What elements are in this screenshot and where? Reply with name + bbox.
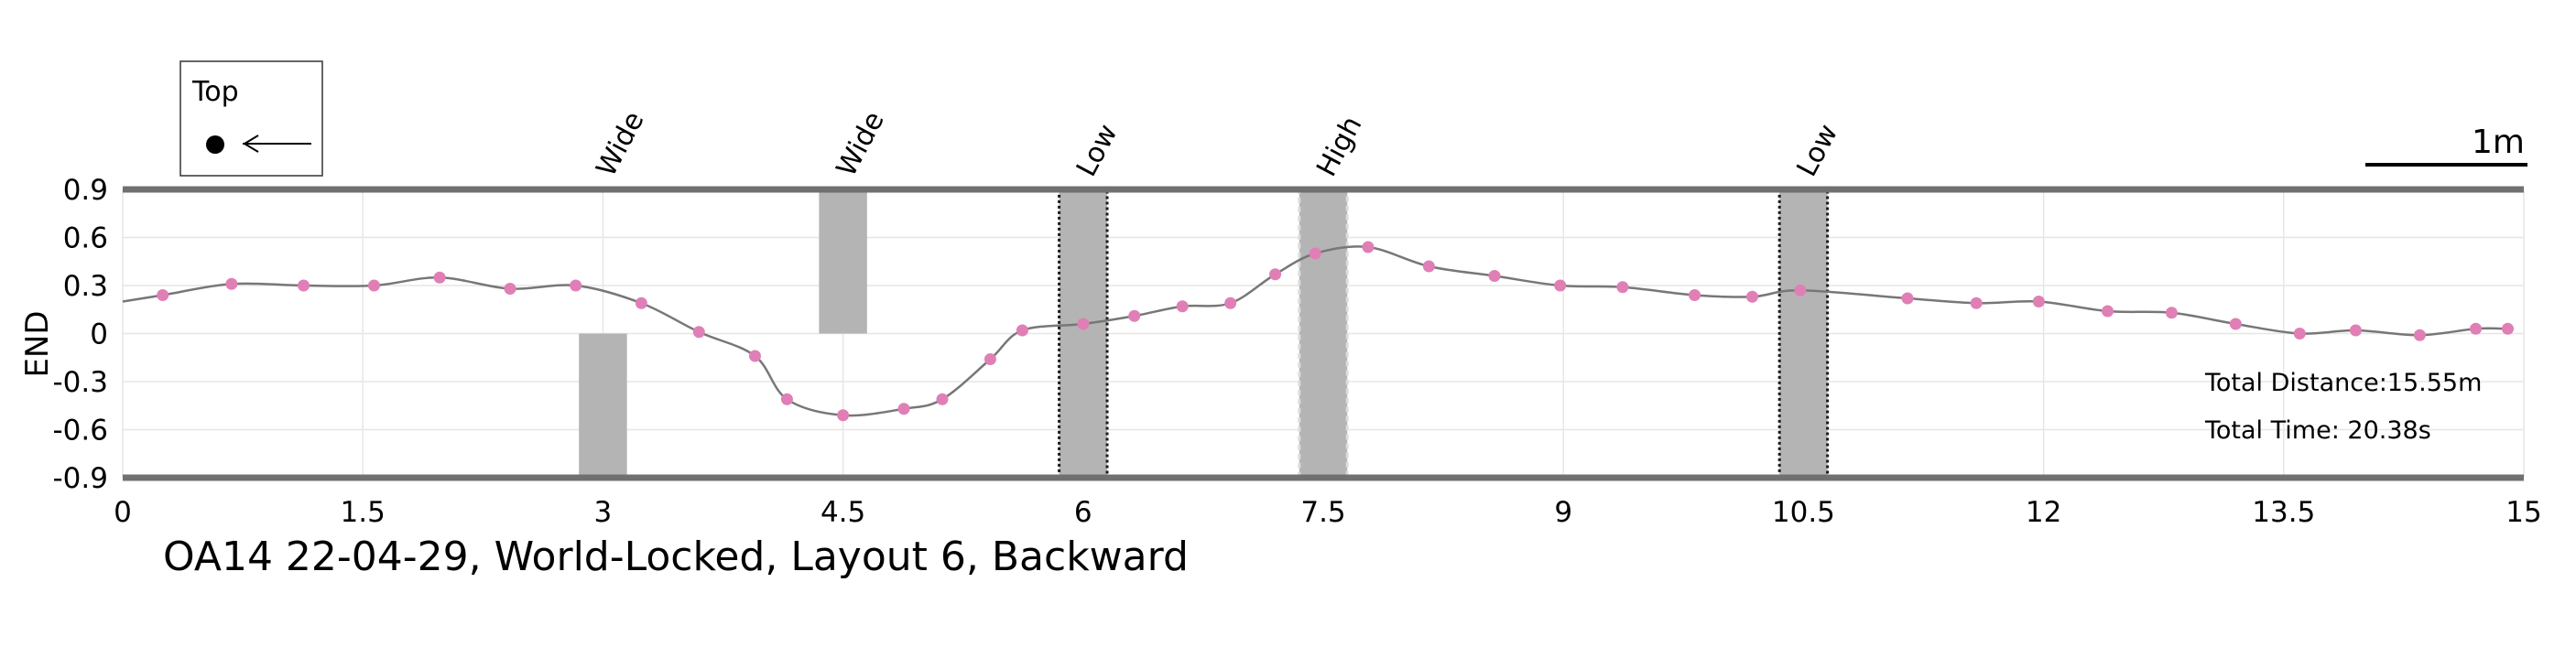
data-point [2470, 322, 2483, 335]
y-tick-labels: 0.9 0.6 0.3 0 -0.3 -0.6 -0.9 [53, 174, 109, 495]
obstacles [579, 188, 1830, 480]
data-point [1362, 241, 1375, 253]
x-tick-label: 12 [2026, 496, 2061, 529]
y-tick-label: -0.6 [53, 415, 109, 448]
obstacle-labels: Wide Wide Low High Low [591, 106, 1845, 182]
y-tick-label: 0.3 [63, 270, 108, 303]
data-point [1016, 324, 1028, 337]
x-tick-label: 3 [594, 496, 613, 529]
y-tick-label: 0.6 [63, 222, 108, 255]
path-markers [157, 241, 2515, 422]
plot-frame [123, 186, 2524, 481]
obstacle-label: Low [1791, 119, 1845, 182]
data-point [2349, 324, 2362, 337]
legend-box [179, 60, 323, 177]
legend-label: Top [191, 76, 239, 108]
data-point [1176, 300, 1189, 313]
obstacle-low [1777, 188, 1830, 480]
obstacle-label: Wide [831, 106, 891, 182]
legend-arrowhead-icon [243, 135, 259, 153]
data-point [1689, 289, 1701, 301]
data-point [225, 277, 238, 290]
x-tick-label: 1.5 [341, 496, 386, 529]
data-point [1901, 292, 1914, 305]
obstacle-label: Low [1071, 119, 1125, 182]
data-point [1488, 270, 1501, 282]
x-tick-label: 13.5 [2252, 496, 2315, 529]
data-point [1794, 284, 1807, 297]
data-point [367, 279, 380, 292]
y-tick-label: -0.3 [53, 366, 109, 399]
data-point [570, 279, 582, 292]
x-tick-label: 15 [2505, 496, 2541, 529]
data-point [1309, 247, 1321, 260]
total-time-text: Total Time: 20.38s [2204, 416, 2431, 445]
x-tick-label: 9 [1554, 496, 1572, 529]
data-point [2165, 307, 2178, 319]
data-point [1224, 297, 1237, 309]
x-tick-label: 0 [114, 496, 132, 529]
data-point [837, 409, 850, 422]
data-point [1128, 309, 1141, 322]
scale-bar: 1m [2365, 124, 2527, 167]
x-tick-label: 10.5 [1772, 496, 1835, 529]
obstacle-label: High [1310, 111, 1368, 181]
data-point [780, 393, 793, 405]
data-point [1616, 281, 1629, 294]
data-point [1970, 297, 1983, 309]
x-tick-label: 4.5 [821, 496, 865, 529]
data-point [504, 283, 516, 295]
data-point [984, 353, 996, 365]
legend-dot-icon [206, 135, 224, 154]
obstacle-wide [819, 189, 867, 334]
data-point [2413, 329, 2426, 341]
data-point [897, 403, 910, 415]
scale-bar-label: 1m [2472, 124, 2525, 161]
x-tick-label: 7.5 [1300, 496, 1345, 529]
chart-title: OA14 22-04-29, World-Locked, Layout 6, B… [163, 534, 1189, 580]
data-point [433, 271, 446, 284]
obstacle-wide [579, 333, 627, 478]
data-point [635, 297, 647, 309]
data-point [692, 326, 705, 339]
y-tick-label: 0 [90, 318, 108, 351]
data-point [1077, 318, 1090, 330]
data-point [2293, 328, 2306, 340]
y-axis-label: END [19, 310, 56, 377]
x-tick-labels: 0 1.5 3 4.5 6 7.5 9 10.5 12 13.5 15 [114, 496, 2542, 529]
data-point [298, 279, 310, 292]
data-point [748, 350, 761, 362]
data-point [1422, 260, 1435, 273]
x-tick-label: 6 [1074, 496, 1092, 529]
data-point [1745, 290, 1758, 303]
data-point [2229, 318, 2242, 330]
data-point [2102, 305, 2114, 318]
obstacle-high [1298, 188, 1349, 480]
total-distance-text: Total Distance:15.55m [2204, 369, 2482, 397]
data-point [2032, 296, 2045, 307]
data-point [1554, 279, 1567, 292]
data-point [157, 289, 169, 301]
y-tick-label: -0.9 [53, 462, 109, 495]
obstacle-low [1058, 188, 1109, 480]
y-tick-label: 0.9 [63, 174, 108, 207]
obstacle-label: Wide [591, 106, 651, 182]
legend: Top [179, 60, 323, 177]
data-point [936, 393, 949, 405]
data-point [1269, 268, 1282, 281]
data-point [2502, 322, 2515, 335]
